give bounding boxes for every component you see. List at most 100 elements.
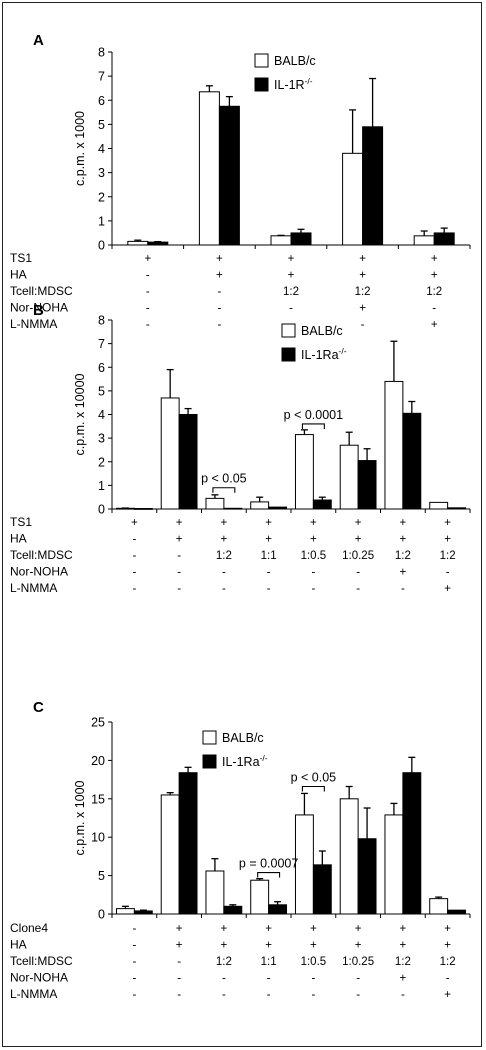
panel-a-y-tick-label: 7 [98,70,105,84]
panel-a-condition-value: - [361,319,365,331]
panel-b-bar-knockout [268,506,288,510]
panel-b-condition-value: + [400,517,407,529]
panel-c-y-tick-label: 15 [91,792,105,806]
panel-a-condition-value: + [359,270,366,282]
panel-a-bar-balbc [342,152,364,246]
panel-b-bar-knockout [402,412,422,510]
panel-b-y-tick-label: 7 [98,337,105,351]
panel-b-legend-swatch-knockout [281,347,296,362]
panel-b-bar-balbc [339,444,359,510]
panel-c-bar-knockout [268,904,288,915]
panel-c-y-tick-label: 0 [98,908,105,922]
panel-c-bar-knockout [312,864,332,915]
panel-c-condition-value: 1:2 [395,956,411,968]
panel-b-bar-knockout [312,499,332,510]
panel-a-condition-label: HA [10,268,27,282]
panel-b-condition-value: + [400,534,407,546]
panel-a-y-tick-label: 1 [98,214,105,228]
panel-c-condition-value: - [267,973,271,985]
panel-c-significance-label: p < 0.05 [291,771,337,785]
panel-a-condition-value: + [288,253,295,265]
panel-c-condition-value: - [311,989,315,1001]
panel-a-condition-value: + [216,270,223,282]
panel-c-condition-value: + [176,923,183,935]
panel-b-significance-label: p < 0.05 [201,472,247,486]
panel-b-y-tick-label: 2 [98,455,105,469]
panel-c-significance-bracket [301,785,325,792]
panel-a-condition-value: + [431,270,438,282]
panel-b-condition-value: - [356,583,360,595]
panel-c-bar-knockout [223,905,243,915]
panel-c-bar-knockout [402,772,422,915]
panel-b-condition-value: 1:0.25 [342,550,374,562]
panel-c-y-axis-label: c.p.m. x 1000 [73,780,87,855]
panel-a-bar-balbc [127,240,149,246]
panel-a-condition-value: - [146,270,150,282]
panel-b-bar-balbc [429,501,449,510]
panel-b-y-tick-label: 8 [98,314,105,328]
panel-c-significance-bracket [257,871,281,878]
panel-a-condition-value: 1:2 [426,286,442,298]
panel-c-condition-value: + [355,923,362,935]
panel-b-y-tick-label: 3 [98,432,105,446]
panel-c-bar-knockout [447,909,467,915]
panel-c-condition-value: + [221,923,228,935]
panel-a-y-tick-label: 8 [98,46,105,60]
panel-a-condition-label: L-NMMA [10,317,57,331]
panel-a-y-tick-label: 3 [98,166,105,180]
panel-a-condition-value: - [146,319,150,331]
panel-a-bar-knockout [433,232,455,246]
panel-c-bar-balbc [384,814,404,915]
panel-b-condition-value: + [176,534,183,546]
panel-c-condition-value: - [132,940,136,952]
panel-a-condition-value: + [431,319,438,331]
panel-c-y-tick-label: 5 [98,869,105,883]
panel-c-legend-swatch-knockout [202,754,217,769]
panel-c-condition-value: - [222,989,226,1001]
panel-b-condition-value: - [132,567,136,579]
panel-b-legend-swatch-balbc [281,323,296,338]
panel-a-legend-label-balbc: BALB/c [274,54,316,68]
panel-b-condition-value: + [221,517,228,529]
panel-b-legend-superscript: -/- [339,346,347,356]
panel-c-condition-value: 1:0.5 [301,956,327,968]
panel-c-bar-balbc [160,794,180,915]
panel-c-condition-value: - [356,973,360,985]
panel-b-y-tick-label: 5 [98,384,105,398]
panel-b-condition-value: - [222,567,226,579]
panel-a-condition-value: + [431,253,438,265]
panel-c-bar-knockout [133,910,153,915]
panel-a-condition-value: - [217,303,221,315]
panel-b-bar-balbc [205,497,225,510]
panel-b-significance-bracket [301,423,325,429]
panel-a-condition-label: Tcell:MDSC [10,284,73,298]
panel-c-condition-value: + [444,923,451,935]
panel-b-condition-value: - [401,583,405,595]
panel-b-bar-balbc [250,501,270,510]
panel-b-condition-label: Tcell:MDSC [10,548,73,562]
panel-c-legend-swatch-balbc [202,730,217,745]
panel-c-condition-label: Clone4 [10,921,48,935]
panel-a-bar-balbc [413,235,435,246]
panel-b-condition-value: + [444,583,451,595]
panel-a-condition-value: - [289,303,293,315]
panel-c-condition-value: + [310,940,317,952]
panel-a-y-tick-label: 6 [98,94,105,108]
panel-a-condition-value: - [432,303,436,315]
panel-a-condition-value: + [359,253,366,265]
panel-c-condition-value: - [132,923,136,935]
panel-a-y-tick-label: 2 [98,190,105,204]
panel-b-condition-label: Nor-NOHA [10,565,68,579]
panel-c-condition-value: + [400,940,407,952]
panel-b-y-tick-label: 4 [98,408,105,422]
panel-c-condition-value: - [132,956,136,968]
panel-b-y-axis-label: c.p.m. x 10000 [73,373,87,455]
panel-a-condition-value: + [288,270,295,282]
panel-a-condition-value: - [146,303,150,315]
panel-a-label: A [33,32,44,49]
panel-a-bar-knockout [147,241,169,246]
panel-a-y-tick-label: 5 [98,118,105,132]
panel-a-condition-label: Nor-NOHA [10,301,68,315]
